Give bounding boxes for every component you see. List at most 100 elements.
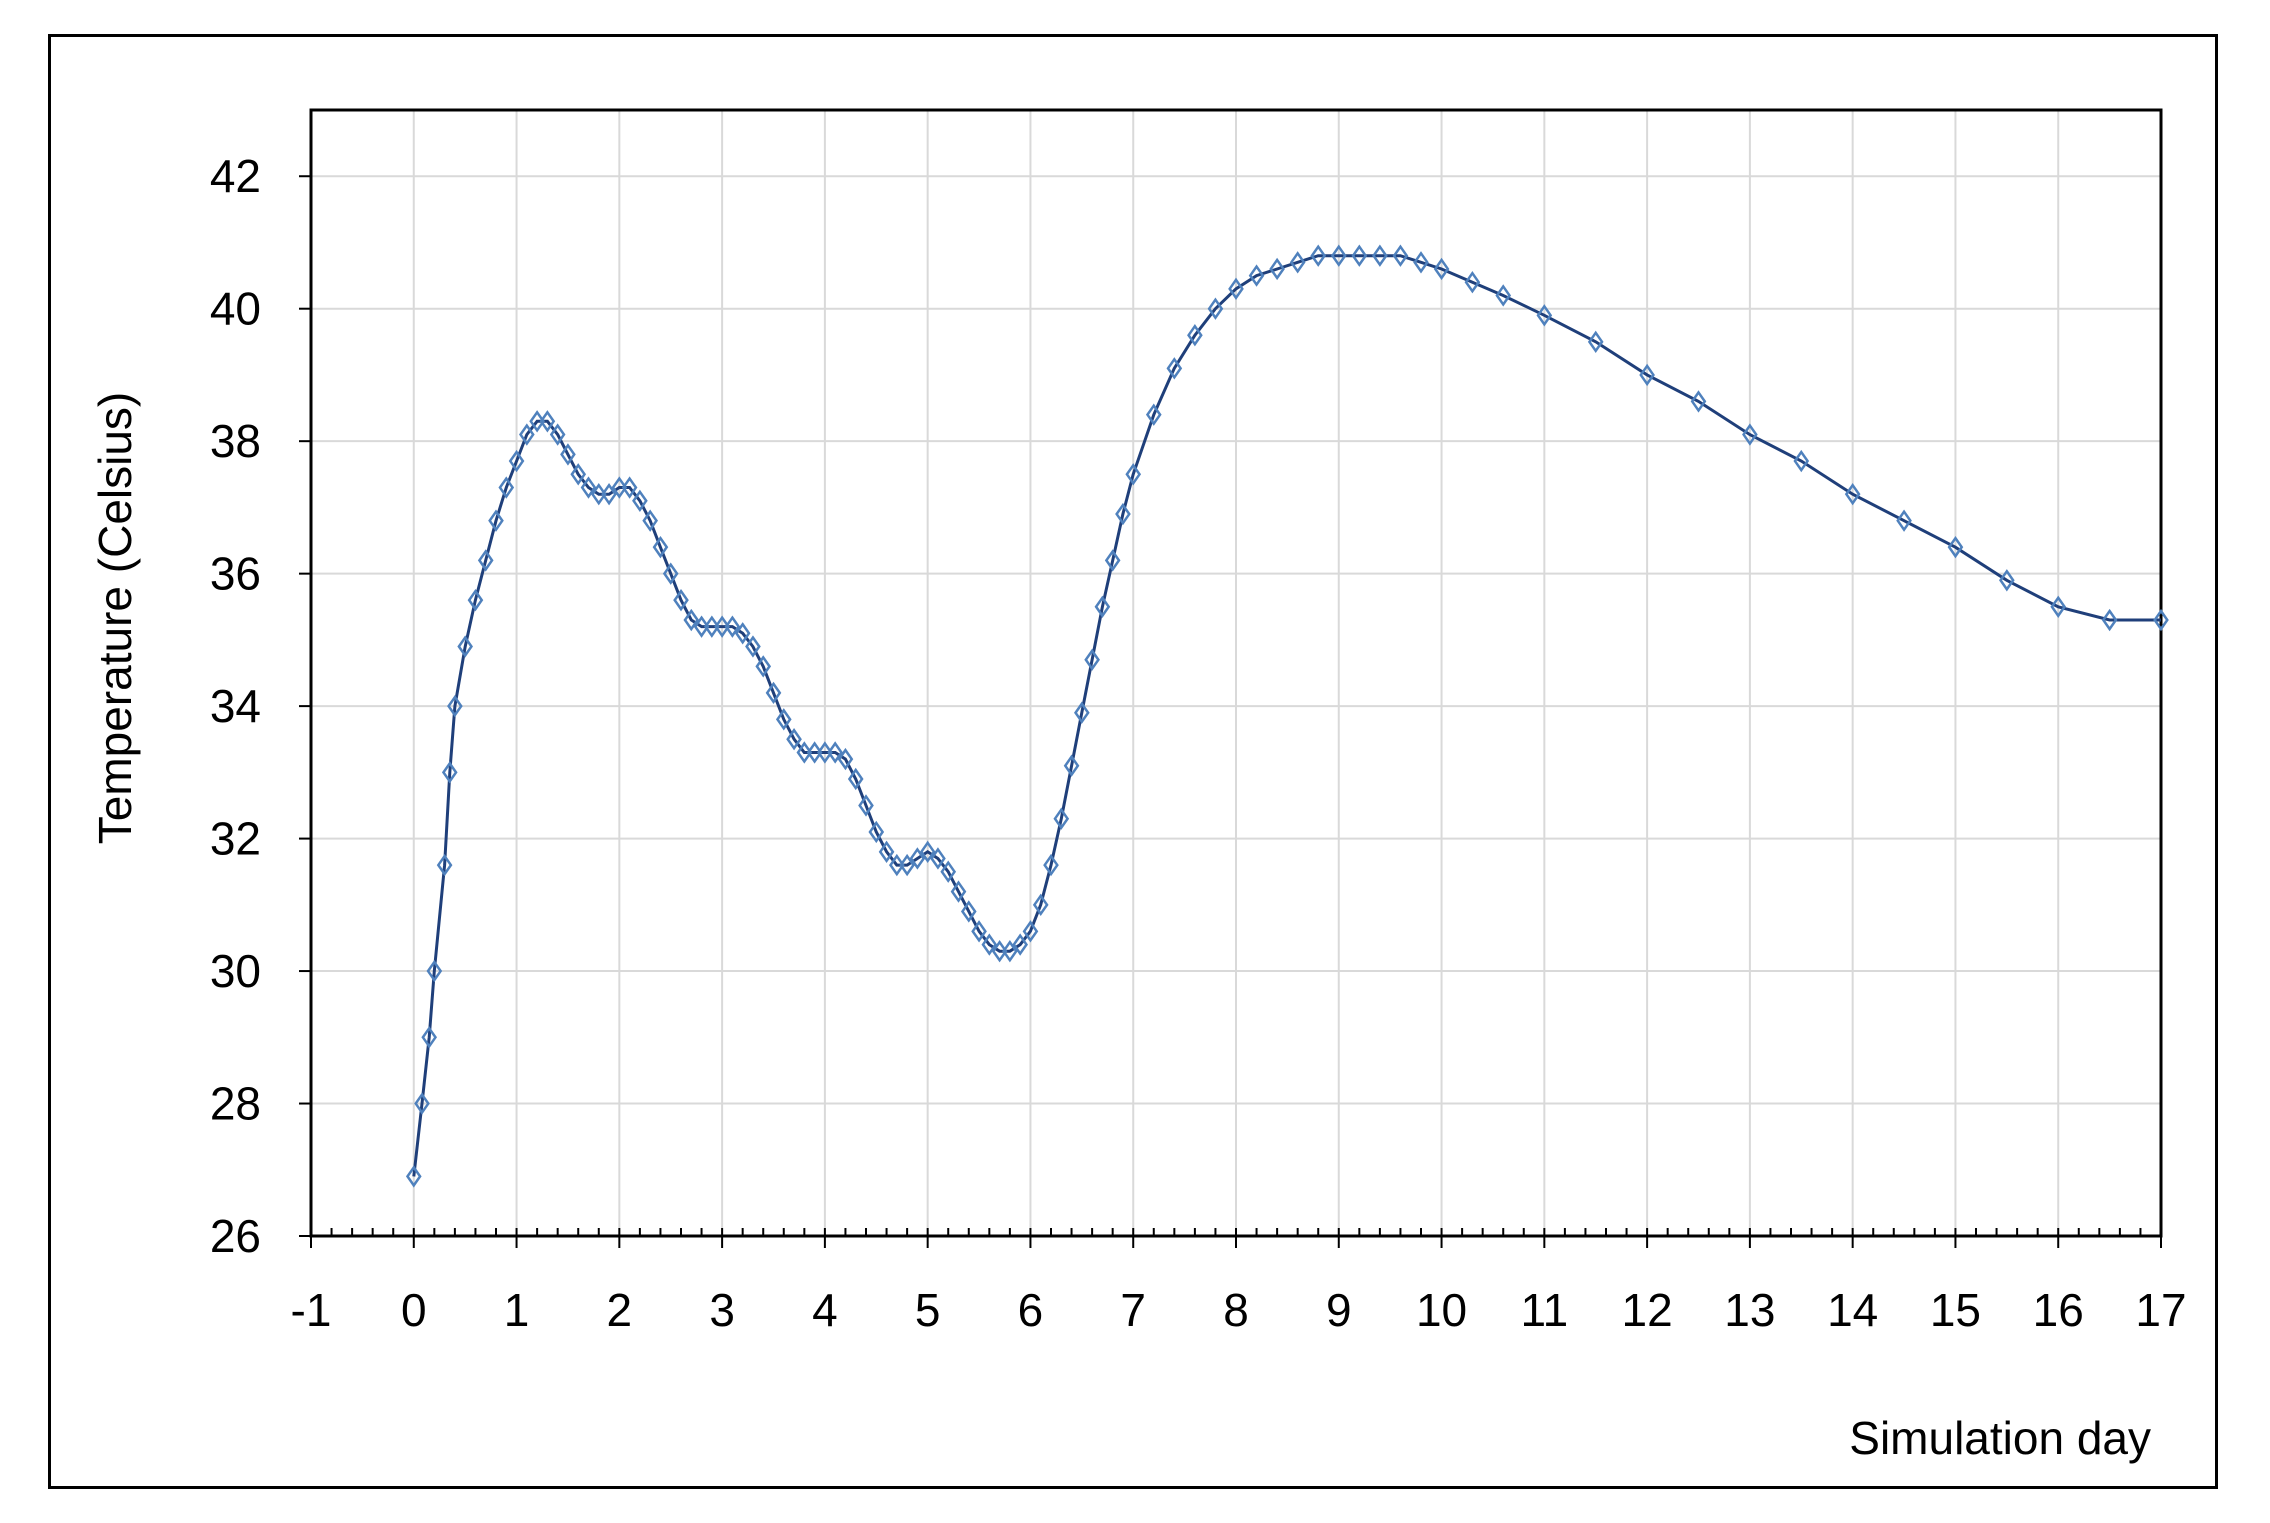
x-tick-label: 14: [1827, 1284, 1878, 1336]
data-point: [1413, 251, 1429, 274]
data-point: [1166, 357, 1183, 380]
data-point: [745, 635, 761, 658]
x-tick-label: 5: [915, 1284, 941, 1336]
data-point: [981, 933, 998, 956]
series-line: [412, 254, 2161, 1177]
temperature-chart: -1 0 1 2 3 4 5 6 7 8 9 10 11 12 13 14 15 16 17 26283032343…: [89, 108, 2187, 1464]
y-axis-title: Temperature (Celsius): [89, 392, 141, 844]
data-point: [919, 840, 936, 864]
data-point: [1002, 940, 1018, 963]
data-point: [1248, 264, 1265, 287]
series-temperature: [405, 244, 2169, 1188]
data-point: [817, 741, 833, 764]
x-tick-label: 9: [1326, 1284, 1352, 1336]
data-point: [991, 940, 1008, 963]
x-tick-label: 0: [401, 1284, 427, 1336]
data-point: [1269, 257, 1285, 281]
x-tick-label: 11: [1520, 1284, 1568, 1336]
x-tick-label: 6: [1018, 1284, 1044, 1336]
data-point: [508, 449, 525, 473]
data-point: [632, 489, 648, 512]
data-point: [1032, 893, 1049, 917]
y-tick-label: 34: [210, 680, 261, 732]
data-point: [1022, 920, 1039, 943]
data-point: [765, 681, 782, 705]
series-markers: [405, 244, 2169, 1188]
data-point: [1012, 933, 1028, 956]
x-tick-labels: -1 0 1 2 3 4 5 6 7 8 9 10 11 12 13 14 15 16 17: [291, 1284, 2187, 1336]
data-point: [1104, 549, 1121, 572]
data-point: [1187, 324, 1203, 347]
data-point: [960, 900, 977, 923]
data-point: [477, 549, 494, 572]
data-point: [590, 482, 607, 506]
data-point: [909, 847, 926, 870]
data-point: [930, 847, 946, 870]
data-point: [1536, 304, 1553, 327]
data-point: [1289, 251, 1306, 274]
y-tick-label: 30: [210, 945, 261, 997]
data-point: [683, 608, 700, 632]
data-point: [889, 853, 905, 877]
data-point: [662, 562, 679, 585]
data-point: [734, 622, 751, 645]
data-point: [806, 741, 823, 764]
data-point: [858, 794, 874, 817]
x-tick-label: -1: [291, 1284, 332, 1336]
data-point: [1793, 449, 1810, 473]
data-point: [1639, 363, 1655, 387]
data-point: [1310, 244, 1327, 267]
data-point: [549, 423, 566, 446]
data-point: [426, 959, 443, 983]
y-tick-label: 36: [210, 548, 261, 600]
data-point: [1844, 482, 1861, 506]
data-point: [1145, 403, 1162, 426]
data-point: [786, 728, 802, 751]
x-tick-label: 16: [2033, 1284, 2084, 1336]
data-point: [950, 880, 967, 903]
data-point: [498, 476, 515, 499]
data-point: [1125, 463, 1142, 486]
data-point: [868, 820, 885, 844]
data-point: [1947, 535, 1964, 559]
data-point: [1115, 502, 1131, 526]
data-point: [704, 615, 720, 638]
data-point: [1372, 244, 1388, 267]
data-point: [1464, 271, 1481, 294]
data-point: [1094, 595, 1111, 618]
data-point: [940, 860, 957, 883]
y-tick-label: 38: [210, 415, 261, 467]
y-tick-label: 32: [210, 813, 261, 865]
x-tick-label: 3: [709, 1284, 735, 1336]
data-point: [1392, 244, 1409, 267]
x-tick-label: 13: [1724, 1284, 1775, 1336]
data-point: [1043, 853, 1059, 877]
x-tick-label: 1: [504, 1284, 530, 1336]
data-point: [436, 853, 453, 877]
data-point: [642, 509, 658, 532]
data-point: [837, 747, 854, 771]
data-point: [621, 476, 638, 499]
data-point: [611, 476, 628, 499]
data-point: [421, 1026, 438, 1049]
data-point: [529, 410, 545, 433]
data-point: [755, 655, 772, 678]
data-point: [1074, 701, 1090, 724]
x-tick-label: 12: [1622, 1284, 1673, 1336]
x-tick-label: 17: [2135, 1284, 2186, 1336]
data-point: [796, 741, 813, 764]
y-tick-labels: 26 28 30 32 34 36 38 40 42: [210, 150, 261, 1262]
data-point: [1433, 257, 1450, 281]
data-point: [1896, 509, 1912, 532]
data-point: [457, 635, 473, 658]
data-point: [1351, 244, 1368, 267]
data-point: [1084, 648, 1100, 671]
data-point: [1495, 284, 1512, 307]
data-point: [1228, 277, 1244, 301]
x-tick-label: 8: [1223, 1284, 1249, 1336]
data-point: [673, 588, 689, 612]
data-point: [847, 767, 864, 791]
x-tick-label: 2: [607, 1284, 633, 1336]
x-tick-label: 15: [1930, 1284, 1981, 1336]
data-point: [827, 741, 843, 764]
